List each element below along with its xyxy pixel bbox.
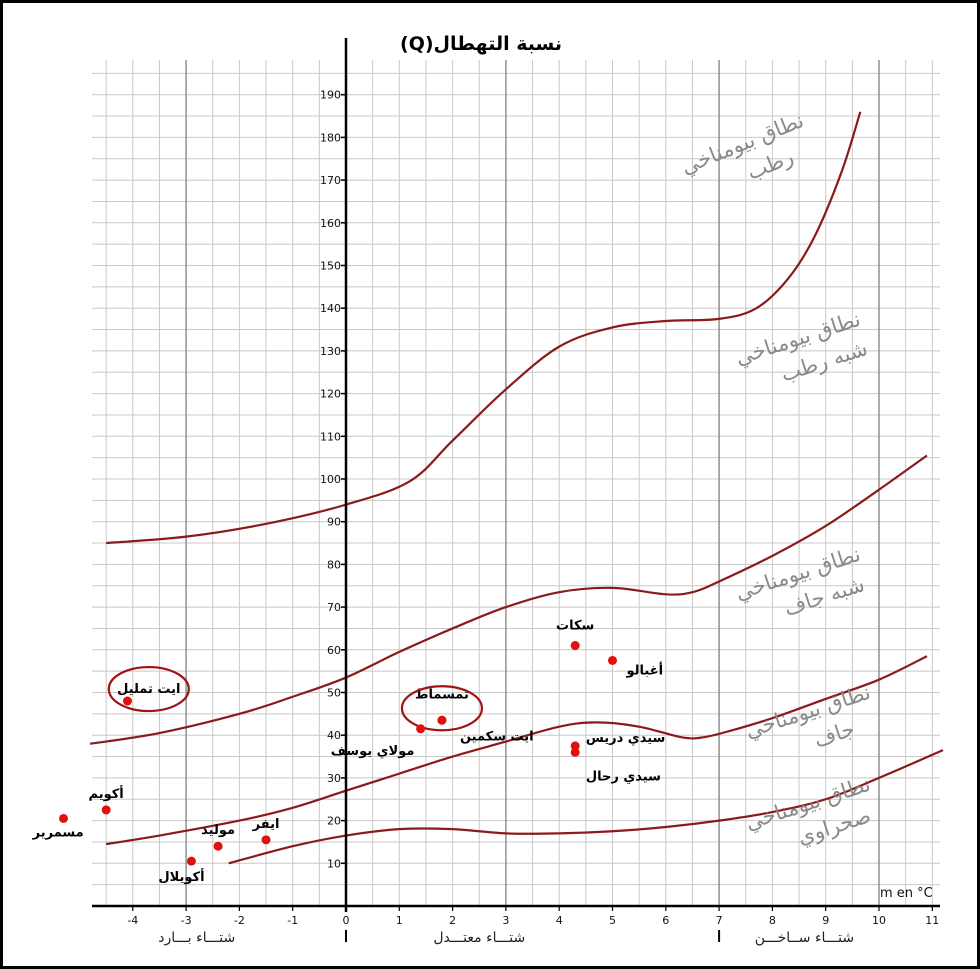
boundary-curve [89, 454, 928, 745]
y-tick-label: 130 [320, 345, 341, 358]
station-label: أغبالو [626, 661, 664, 678]
y-tick-label: 30 [327, 772, 341, 785]
boundary-curves [89, 111, 944, 865]
grid [92, 60, 940, 907]
x-tick-label: 11 [925, 914, 939, 927]
station-highlight-circle [107, 665, 190, 713]
y-tick-label: 120 [320, 388, 341, 401]
station-point [59, 813, 69, 823]
zone-label: نطاق بيومناخيجاف [742, 680, 882, 772]
x-tick-label: 10 [872, 914, 886, 927]
station-label: مولاي يوسف [331, 744, 415, 759]
station-label: أكويلال [158, 868, 204, 885]
x-tick-label: 1 [396, 914, 403, 927]
station-label: سكات [556, 619, 594, 634]
y-tick-label: 20 [327, 815, 341, 828]
winter-label-temperate: شتـــاء معتـــدل [433, 930, 525, 946]
station-point [570, 747, 580, 757]
y-tick-label: 60 [327, 644, 341, 657]
y-tick-label: 90 [327, 516, 341, 529]
station-highlight-circle [400, 685, 484, 732]
y-axis-label: نسبة التهطال(Q) [400, 33, 562, 55]
boundary-curve [106, 111, 862, 545]
station-label: سيدي رحال [586, 769, 661, 784]
x-tick-label: 0 [343, 914, 350, 927]
x-tick-label: 7 [716, 914, 723, 927]
station-label: أكويم [89, 785, 124, 802]
station-point [437, 715, 447, 725]
stations: ايت تمليل تمسماط مولاي يوسف ايت سكمين سكات أغ… [32, 619, 666, 886]
station-point [416, 724, 426, 734]
station-label: ايت سكمين [460, 729, 534, 744]
station-label: موليد [201, 823, 235, 838]
y-tick-label: 190 [320, 89, 341, 102]
y-tick-label: 40 [327, 729, 341, 742]
x-tick-label: -2 [234, 914, 245, 927]
x-tick-label: 2 [449, 914, 456, 927]
y-tick-label: 140 [320, 302, 341, 315]
zone-label: نطاق بيومناخيرطب [678, 108, 819, 207]
y-tick-label: 70 [327, 601, 341, 614]
y-tick-label: 100 [320, 473, 341, 486]
x-tick-label: 5 [609, 914, 616, 927]
station-label: ايت تمليل [117, 682, 180, 697]
y-tick-label: 80 [327, 558, 341, 571]
zone-label-line: جاف [811, 717, 858, 753]
station-point [261, 835, 271, 845]
y-tick-label: 10 [327, 857, 341, 870]
x-tick-label: -3 [181, 914, 192, 927]
station-point [608, 655, 617, 665]
x-tick-label: 8 [769, 914, 776, 927]
station-point [570, 741, 580, 751]
station-point [570, 641, 580, 651]
y-tick-label: 110 [320, 430, 341, 443]
winter-label-cold: شتـــاء بـــارد [158, 930, 235, 946]
winter-label-hot: شتـــاء ســاخـــن [755, 930, 854, 946]
y-tick-label: 50 [327, 687, 341, 700]
station-point [213, 841, 223, 851]
x-axis-unit-label: m en °C [880, 886, 933, 901]
station-point [186, 856, 196, 866]
zone-label: نطاق بيومناخيشبه رطب [732, 307, 872, 399]
y-tick-label: 150 [320, 260, 341, 273]
station-label: مسمرير [32, 825, 84, 840]
x-tick-label: -4 [127, 914, 138, 927]
x-tick-label: -1 [287, 914, 298, 927]
zone-label: نطاق بيومناخيشبه جاف [732, 542, 872, 634]
boundary-curve [105, 655, 928, 846]
axes: 1020304050607080901001101201301401501601… [92, 38, 940, 946]
x-tick-label: 9 [822, 914, 829, 927]
x-tick-label: 3 [502, 914, 509, 927]
station-label: ايفر [252, 817, 280, 832]
station-point [101, 805, 111, 815]
y-tick-label: 180 [320, 131, 341, 144]
x-tick-label: 4 [556, 914, 563, 927]
station-label: تمسماط [415, 687, 469, 702]
station-label: سيدي دريس [586, 731, 665, 746]
station-point [122, 696, 132, 706]
zone-label: نطاق بيومناخيصحراوي [742, 772, 882, 864]
x-tick-label: 6 [662, 914, 669, 927]
y-tick-label: 170 [320, 174, 341, 187]
y-tick-label: 160 [320, 217, 341, 230]
